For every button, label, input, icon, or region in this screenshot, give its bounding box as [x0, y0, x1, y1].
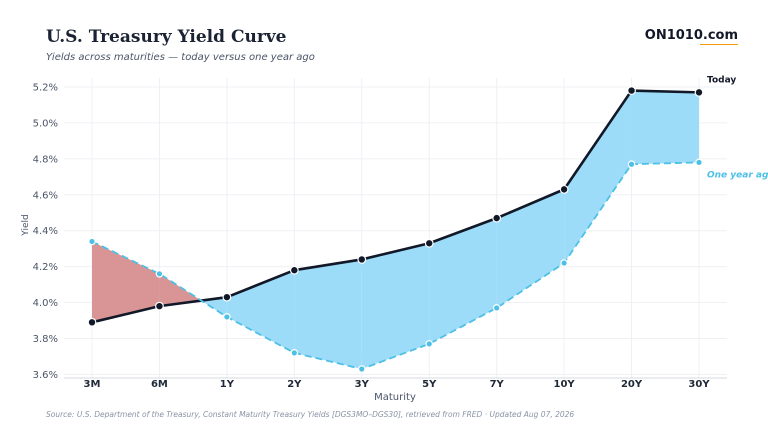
- spread-fill: [92, 241, 160, 323]
- year-ago-point: [425, 340, 434, 348]
- spread-fill: [294, 259, 362, 370]
- x-tick-label: 1Y: [220, 379, 235, 390]
- today-point: [424, 238, 434, 248]
- x-tick-label: 2Y: [287, 379, 302, 390]
- brand-logo: ON1010.com: [644, 28, 738, 43]
- spread-fill: [564, 90, 632, 264]
- spread-fill: [159, 273, 202, 307]
- x-tick-label: 6M: [151, 379, 168, 390]
- y-tick-label: 4.8%: [33, 154, 58, 165]
- today-point: [492, 213, 502, 223]
- spread-fill: [496, 189, 565, 308]
- x-tick-label: 5Y: [422, 379, 437, 390]
- year-ago-point: [357, 365, 366, 373]
- label-year-ago: One year ago: [707, 170, 768, 180]
- today-point: [222, 292, 232, 302]
- label-today: Today: [707, 75, 736, 85]
- year-ago-point: [627, 160, 636, 169]
- spread-fill: [631, 90, 699, 165]
- x-tick-labels: 3M 6M 1Y 2Y 3Y 5Y 7Y 10Y 20Y 30Y: [84, 379, 711, 390]
- today-point: [87, 317, 97, 327]
- today-point: [627, 86, 636, 95]
- today-point: [694, 87, 704, 97]
- today-point: [357, 255, 367, 264]
- year-ago-point: [223, 313, 231, 321]
- y-tick-labels: 3.6% 3.8% 4.0% 4.2% 4.4% 4.6% 4.8% 5.0% 5.2%: [33, 82, 58, 380]
- series-points: [87, 86, 704, 373]
- spread-fill: [429, 218, 497, 344]
- y-tick-label: 4.0%: [33, 298, 58, 309]
- brand-underline: [700, 44, 738, 45]
- year-ago-point: [290, 349, 299, 357]
- year-ago-point: [492, 304, 501, 312]
- x-tick-label: 7Y: [490, 379, 505, 390]
- source-note: Source: U.S. Department of the Treasury,…: [46, 410, 575, 419]
- y-tick-label: 3.6%: [33, 370, 58, 381]
- y-tick-label: 3.8%: [33, 334, 58, 345]
- spread-fills: [92, 90, 699, 370]
- y-tick-label: 4.6%: [33, 190, 58, 201]
- y-tick-label: 5.2%: [33, 82, 58, 93]
- year-ago-point: [695, 158, 703, 167]
- chart-title: U.S. Treasury Yield Curve: [46, 27, 287, 47]
- year-ago-point: [88, 237, 96, 246]
- series-lines: [91, 89, 700, 370]
- x-tick-label: 3Y: [355, 379, 370, 390]
- spread-fill: [361, 243, 430, 370]
- chart-subtitle: Yields across maturities — today versus …: [46, 52, 315, 63]
- year-ago-line: [91, 161, 700, 370]
- y-tick-label: 5.0%: [33, 118, 58, 129]
- x-tick-label: 3M: [84, 379, 101, 390]
- x-tick-label: 30Y: [688, 379, 710, 390]
- today-point: [559, 184, 569, 194]
- grid-lines: [64, 78, 727, 379]
- series-labels: Today One year ago: [707, 75, 768, 180]
- y-tick-label: 4.4%: [33, 226, 58, 237]
- x-tick-label: 20Y: [621, 379, 643, 390]
- year-ago-point: [155, 270, 164, 278]
- today-line: [91, 89, 700, 324]
- y-axis-label: Yield: [21, 214, 31, 236]
- year-ago-point: [560, 259, 568, 267]
- today-point: [289, 265, 299, 275]
- x-axis-label: Maturity: [374, 392, 416, 403]
- today-point: [155, 301, 164, 311]
- y-tick-label: 4.2%: [33, 262, 58, 273]
- x-tick-label: 10Y: [554, 379, 576, 390]
